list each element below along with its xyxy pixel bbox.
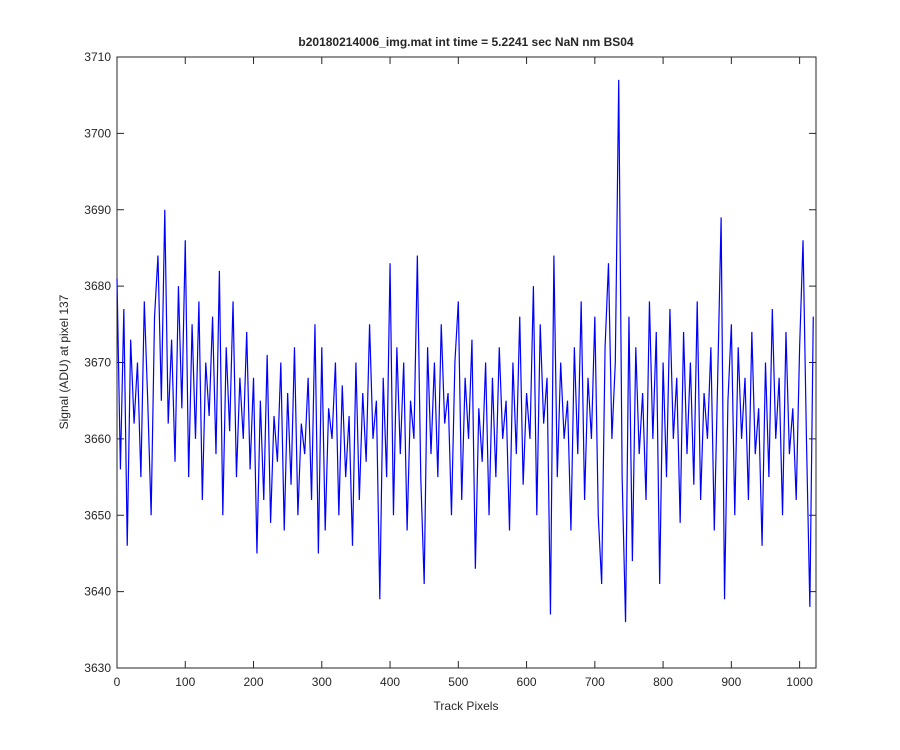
x-tick-label: 100: [175, 675, 195, 689]
x-tick-label: 0: [114, 675, 121, 689]
x-tick-label: 900: [721, 675, 741, 689]
y-tick-label: 3670: [84, 356, 111, 370]
x-tick-label: 600: [517, 675, 537, 689]
y-tick-label: 3680: [84, 279, 111, 293]
x-axis-label: Track Pixels: [434, 699, 499, 713]
y-tick-label: 3630: [84, 661, 111, 675]
x-tick-label: 200: [244, 675, 264, 689]
x-tick-label: 1000: [786, 675, 813, 689]
data-line: [116, 79, 814, 623]
y-tick-label: 3640: [84, 585, 111, 599]
y-axis-label: Signal (ADU) at pixel 137: [57, 294, 71, 429]
y-tick-label: 3650: [84, 508, 111, 522]
x-tick-label: 400: [380, 675, 400, 689]
y-tick-label: 3690: [84, 203, 111, 217]
chart-title: b20180214006_img.mat int time = 5.2241 s…: [298, 35, 634, 49]
plot-frame: [116, 56, 817, 669]
x-tick-label: 700: [585, 675, 605, 689]
x-tick-label: 300: [312, 675, 332, 689]
y-tick-label: 3660: [84, 432, 111, 446]
x-tick-label: 800: [653, 675, 673, 689]
y-tick-label: 3700: [84, 126, 111, 140]
x-tick-label: 500: [448, 675, 468, 689]
y-tick-label: 3710: [84, 50, 111, 64]
